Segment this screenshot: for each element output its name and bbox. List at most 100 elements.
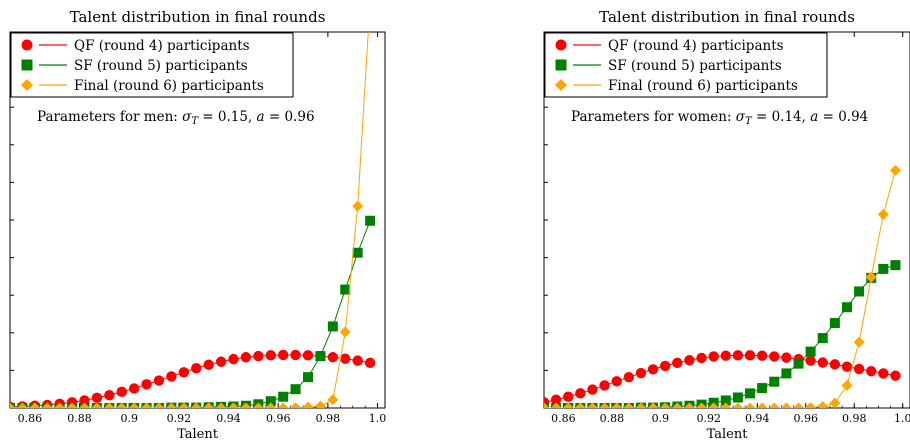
data-point-square: [720, 395, 731, 406]
data-point-square: [352, 247, 363, 258]
data-point-square: [303, 372, 314, 383]
data-point-diamond: [165, 402, 177, 408]
data-point-circle: [215, 356, 227, 367]
data-point-diamond: [66, 402, 78, 408]
data-point-circle: [744, 350, 756, 361]
data-point-circle: [611, 376, 622, 387]
data-point-diamond: [659, 402, 671, 408]
data-point-square: [817, 333, 828, 344]
data-point-circle: [277, 349, 289, 361]
data-point-diamond: [720, 402, 732, 408]
legend-entry-label: QF (round 4) participants: [74, 38, 250, 54]
data-point-diamond: [252, 402, 264, 408]
x-tick-label: 0.86: [551, 412, 576, 425]
x-tick-label: 0.94: [216, 412, 241, 425]
data-point-circle: [623, 371, 635, 383]
data-point-diamond: [16, 402, 28, 408]
data-point-circle: [781, 352, 792, 363]
legend-marker-square: [21, 59, 33, 71]
data-point-diamond: [853, 336, 865, 348]
data-point-circle: [756, 350, 768, 361]
x-tick-label: 1.0: [369, 412, 387, 425]
data-point-square: [829, 318, 840, 329]
series-line-1: [10, 220, 371, 408]
data-point-circle: [635, 367, 647, 379]
data-point-square: [854, 286, 865, 297]
data-point-diamond: [54, 402, 66, 408]
x-tick-label: 0.9: [652, 412, 670, 425]
legend-entry-label: Final (round 6) participants: [74, 78, 264, 94]
data-point-diamond: [635, 402, 647, 408]
chart-left: Talent distribution in final rounds 0.86 0…: [9, 0, 387, 442]
data-point-diamond: [265, 402, 277, 408]
data-point-diamond: [29, 402, 41, 408]
data-point-circle: [587, 384, 598, 395]
data-point-circle: [203, 359, 214, 370]
data-point-square: [315, 351, 326, 362]
data-point-circle: [104, 390, 115, 401]
legend-marker-diamond: [20, 78, 34, 92]
data-point-diamond: [550, 402, 562, 408]
x-tick-label: 0.88: [67, 412, 92, 425]
data-point-square: [340, 284, 351, 295]
data-point-circle: [599, 380, 610, 391]
data-point-diamond: [41, 402, 53, 408]
data-point-diamond: [365, 0, 376, 7]
x-axis-label: Talent: [177, 427, 219, 442]
data-point-circle: [647, 364, 659, 375]
data-point-circle: [890, 370, 901, 381]
data-point-diamond: [708, 402, 720, 408]
x-tick-label: 0.92: [697, 412, 722, 425]
data-point-circle: [659, 360, 671, 372]
x-tick-label: 0.98: [842, 412, 867, 425]
data-point-diamond: [153, 402, 165, 408]
plot-area: [10, 0, 376, 408]
x-tick-label: 0.96: [266, 412, 291, 425]
data-point-diamond: [327, 394, 339, 406]
data-point-diamond: [103, 402, 115, 408]
data-point-diamond: [683, 402, 695, 408]
data-point-square: [327, 321, 338, 332]
data-point-square: [878, 263, 889, 274]
data-point-diamond: [302, 401, 314, 408]
data-point-diamond: [339, 326, 351, 338]
parameters-annotation: Parameters for men: σT = 0.15, a = 0.96: [37, 109, 315, 127]
x-tick-label: 0.92: [167, 412, 192, 425]
data-point-diamond: [611, 402, 623, 408]
data-point-diamond: [793, 402, 805, 408]
data-point-square: [841, 302, 852, 313]
data-point-circle: [265, 350, 276, 361]
data-point-circle: [732, 350, 744, 361]
data-point-diamond: [562, 402, 574, 408]
data-point-diamond: [352, 200, 364, 212]
data-point-diamond: [780, 402, 792, 408]
plot-area: [544, 164, 901, 408]
data-point-diamond: [841, 379, 853, 391]
legend: QF (round 4) participants SF (round 5) pa…: [10, 32, 294, 98]
data-point-diamond: [574, 402, 586, 408]
data-point-circle: [364, 357, 376, 369]
data-point-diamond: [829, 397, 841, 408]
data-point-diamond: [599, 402, 611, 408]
data-point-diamond: [756, 402, 768, 408]
data-point-circle: [153, 375, 165, 386]
data-point-circle: [853, 363, 865, 375]
data-point-diamond: [277, 402, 289, 408]
data-point-diamond: [10, 402, 16, 408]
data-point-circle: [841, 361, 853, 372]
legend: QF (round 4) participants SF (round 5) pa…: [544, 32, 828, 98]
data-point-diamond: [240, 402, 252, 408]
data-point-square: [265, 396, 276, 407]
data-point-circle: [253, 350, 264, 362]
data-point-circle: [672, 357, 683, 369]
data-point-square: [805, 346, 816, 357]
x-tick-label: 0.96: [794, 412, 819, 425]
data-point-circle: [563, 391, 574, 402]
legend-marker-square: [555, 59, 567, 71]
data-point-diamond: [768, 402, 780, 408]
data-point-circle: [878, 368, 889, 379]
data-point-diamond: [228, 402, 240, 408]
data-point-square: [745, 388, 756, 399]
data-point-circle: [575, 388, 586, 399]
data-point-circle: [240, 352, 252, 363]
